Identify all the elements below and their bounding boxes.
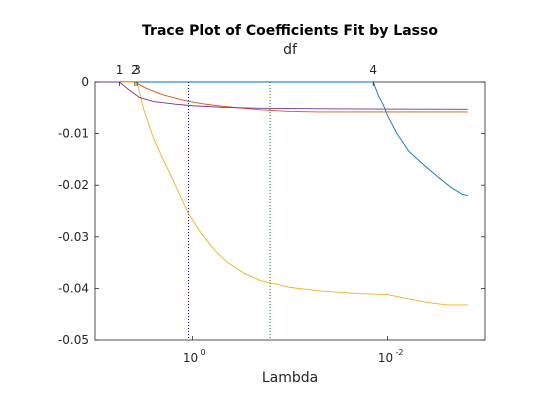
coefficient-trace-line <box>95 82 468 113</box>
y-tick-label: -0.03 <box>58 230 89 244</box>
y-axis-ticks: 0 -0.01 -0.02 -0.03 -0.04 -0.05 <box>58 75 485 347</box>
x-axis-ticks: 10 0 10 -2 <box>183 336 404 365</box>
x-axis-label: Lambda <box>262 370 318 386</box>
y-tick-label: -0.02 <box>58 178 89 192</box>
chart-title: Trace Plot of Coefficients Fit by Lasso <box>142 23 438 39</box>
coefficient-trace-line <box>95 82 468 306</box>
coefficient-trace-line <box>95 82 468 196</box>
coefficient-traces <box>95 82 468 306</box>
df-tick-label: 1 <box>116 63 124 77</box>
y-tick-label: -0.01 <box>58 127 89 141</box>
y-tick-label: 0 <box>81 75 89 89</box>
x-tick-label: 10 <box>183 351 198 365</box>
coefficient-trace-line <box>95 82 468 110</box>
df-tick-label: 2 <box>131 63 139 77</box>
lambda-markers <box>187 82 271 340</box>
y-tick-label: -0.04 <box>58 281 89 295</box>
df-tick-label: 3 <box>133 63 141 77</box>
df-axis-label: df <box>283 42 298 58</box>
x-tick-exponent: -2 <box>396 348 404 357</box>
x-tick-label: 10 <box>378 351 393 365</box>
df-axis-ticks: 1 23 4 <box>116 63 377 86</box>
y-tick-label: -0.05 <box>58 333 89 347</box>
df-tick-label: 4 <box>369 63 377 77</box>
x-tick-exponent: 0 <box>201 348 206 357</box>
